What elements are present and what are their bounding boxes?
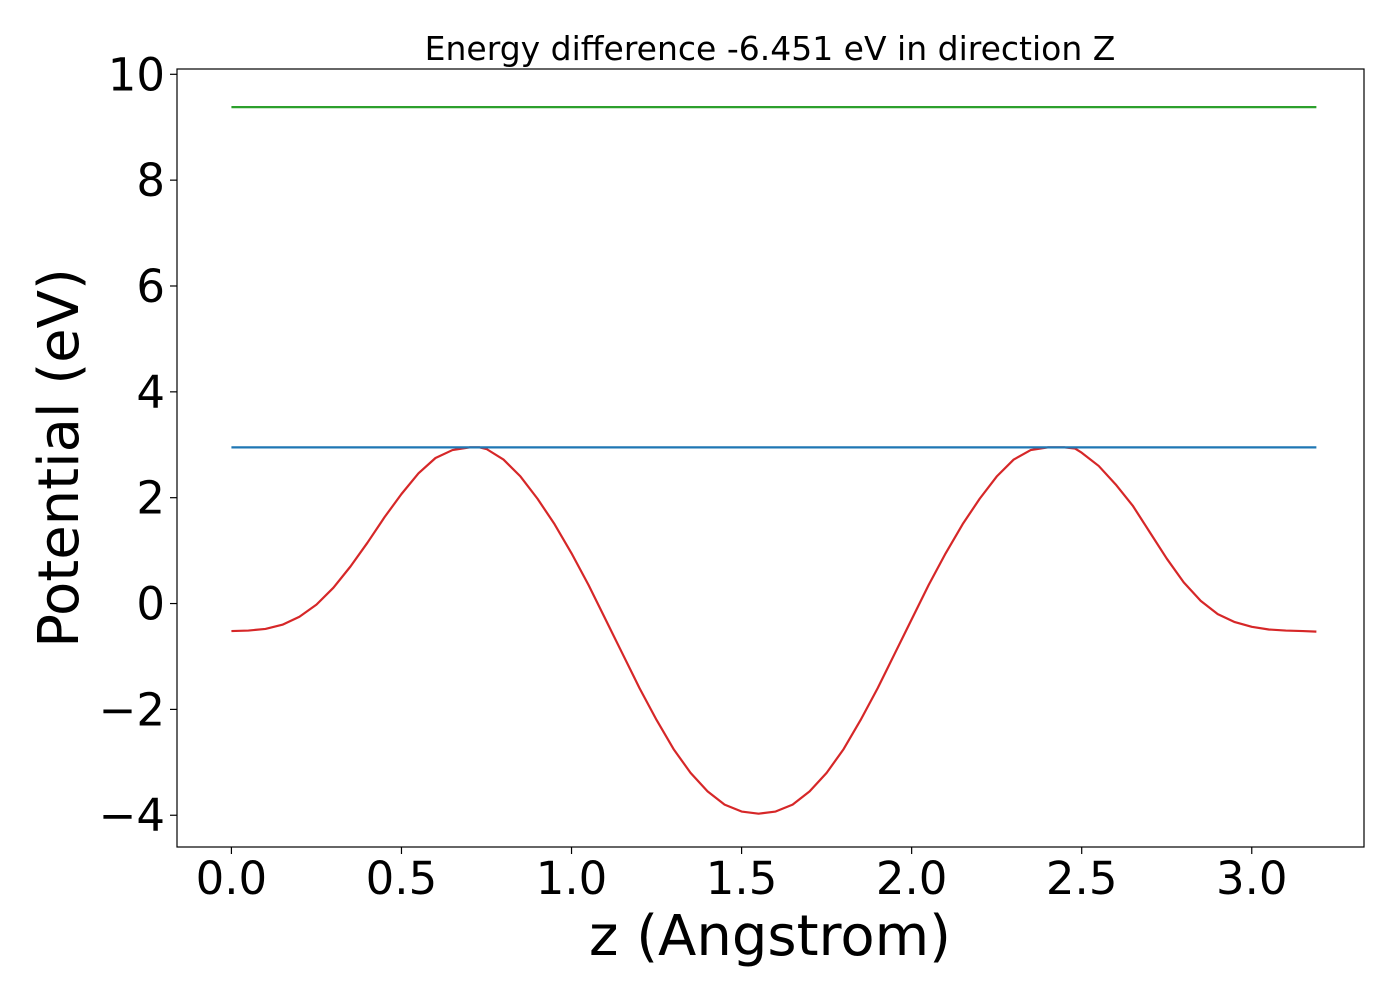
x-tick-label: 0.5: [366, 852, 438, 905]
plot-area-frame: [176, 68, 1365, 848]
y-tick-label: 6: [136, 260, 165, 313]
y-tick-label: 4: [136, 366, 165, 419]
x-tick-label: 3.0: [1216, 852, 1288, 905]
x-tick-label: 2.5: [1046, 852, 1118, 905]
chart-title: Energy difference -6.451 eV in direction…: [425, 29, 1116, 68]
y-tick-label: −4: [99, 789, 165, 842]
x-tick-label: 1.5: [706, 852, 778, 905]
y-axis-label: Potential (eV): [27, 268, 92, 648]
x-tick-label: 2.0: [876, 852, 948, 905]
y-tick-label: 8: [136, 154, 165, 207]
y-tick-label: −2: [99, 683, 165, 736]
series-line-1: [231, 446, 1317, 815]
y-tick-label: 2: [136, 472, 165, 525]
x-tick-label: 1.0: [536, 852, 608, 905]
x-axis-label: z (Angstrom): [589, 904, 951, 969]
y-tick-label: 0: [136, 578, 165, 631]
y-tick-label: 10: [108, 48, 165, 101]
x-tick-label: 0.0: [196, 852, 268, 905]
ticks-layer: 0.0 0.5 1.0 1.5 2.0 2.5 3.0 −4 −2 0 2 4 6 8 10: [99, 48, 1288, 905]
series-layer: [231, 106, 1317, 815]
